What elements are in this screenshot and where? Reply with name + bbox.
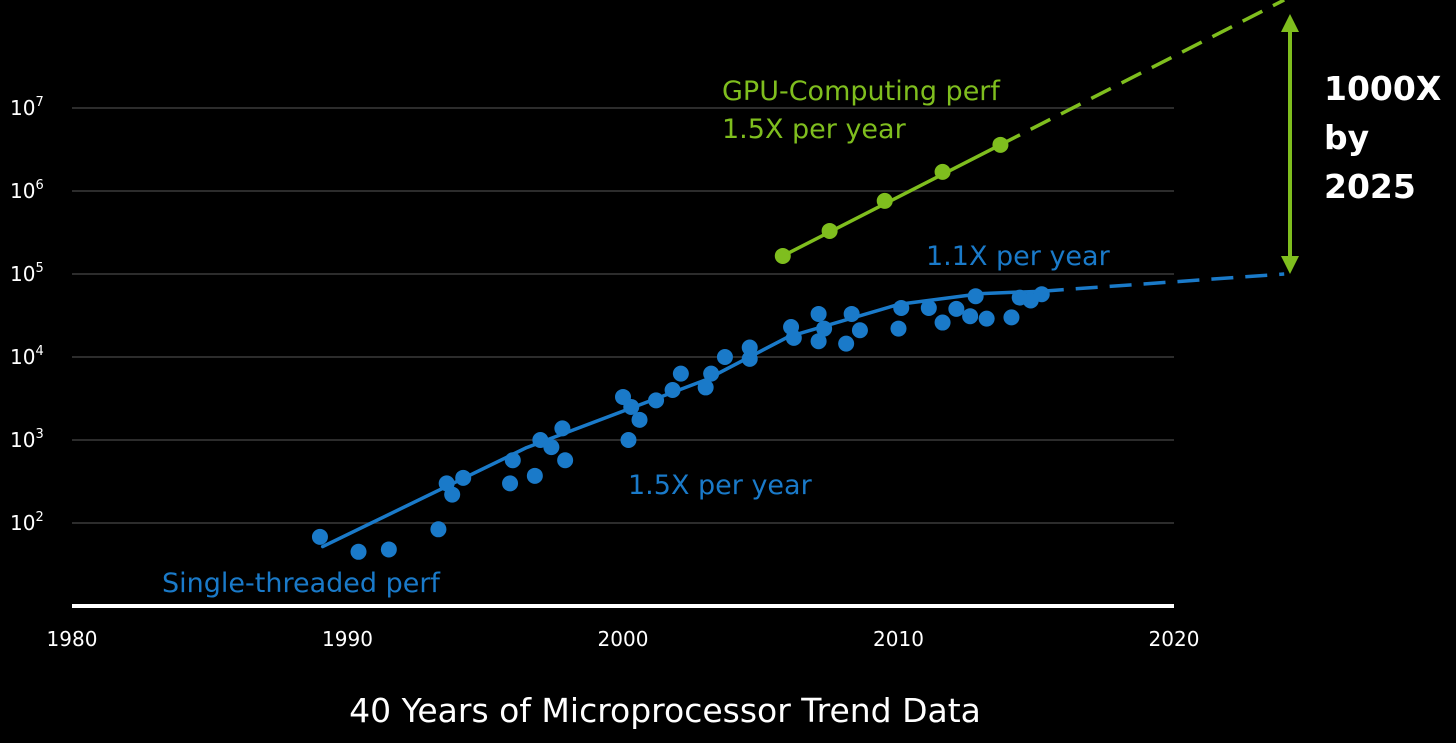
cpu-point-35: [893, 299, 910, 316]
x-tick-labels: 1980 1990 2000 2010 2020: [47, 627, 1200, 651]
cpu-point-0: [311, 528, 328, 545]
x-tick-2000: 2000: [598, 627, 649, 651]
cpu-point-39: [962, 308, 979, 325]
cpu-point-5: [444, 486, 461, 503]
cpu-point-17: [631, 411, 648, 428]
cpu-late-rate-label: 1.1X per year: [926, 241, 1111, 272]
cpu-point-29: [810, 333, 827, 350]
x-tick-2020: 2020: [1149, 627, 1200, 651]
annotation-by: by: [1324, 118, 1369, 157]
cpu-projection-line: [1041, 272, 1285, 293]
y-tick-base: 10: [10, 345, 35, 369]
cpu-point-23: [716, 349, 733, 365]
y-tick-1e3: 103: [10, 427, 44, 452]
cpu-point-21: [697, 379, 714, 396]
cpu-point-36: [920, 299, 937, 316]
gpu-point-0: [774, 247, 791, 264]
gpu-point-1: [821, 222, 838, 239]
cpu-point-8: [504, 452, 521, 469]
cpu-point-22: [703, 365, 720, 382]
cpu-point-7: [502, 475, 519, 492]
y-tick-exponent: 3: [35, 427, 43, 442]
cpu-point-45: [1033, 286, 1050, 303]
cpu-point-25: [741, 350, 758, 367]
cpu-point-11: [543, 439, 560, 456]
cpu-point-28: [810, 305, 827, 322]
cpu-point-6: [455, 469, 472, 486]
y-tick-exponent: 2: [35, 510, 43, 525]
cpu-point-12: [554, 420, 571, 437]
annotation-2025: 2025: [1324, 167, 1416, 206]
cpu-point-20: [672, 365, 689, 382]
cpu-early-rate-label: 1.5X per year: [628, 470, 813, 501]
gap-arrow: [1281, 14, 1299, 274]
gap-arrow-head-bottom: [1281, 256, 1299, 274]
y-tick-base: 10: [10, 96, 35, 120]
gpu-projection-line: [999, 0, 1285, 147]
cpu-point-16: [623, 398, 640, 415]
data-points: [311, 136, 1050, 560]
cpu-point-15: [620, 432, 637, 448]
y-tick-exponent: 5: [35, 261, 43, 276]
chart-title: 40 Years of Microprocessor Trend Data: [349, 691, 981, 730]
cpu-point-31: [838, 335, 855, 352]
cpu-point-19: [664, 382, 681, 399]
cpu-point-9: [526, 467, 543, 484]
cpu-point-2: [380, 541, 397, 558]
cpu-point-34: [890, 320, 907, 337]
cpu-point-42: [1003, 309, 1020, 326]
gpu-series-label: GPU-Computing perf: [722, 76, 1001, 107]
y-tick-base: 10: [10, 428, 35, 452]
y-tick-base: 10: [10, 179, 35, 203]
cpu-point-40: [967, 288, 984, 305]
cpu-point-37: [934, 314, 951, 331]
cpu-point-27: [785, 329, 802, 346]
x-tick-2010: 2010: [873, 627, 924, 651]
y-tick-exponent: 4: [35, 344, 43, 359]
cpu-point-13: [557, 452, 574, 469]
annotation-1000x: 1000X: [1324, 69, 1441, 108]
cpu-point-38: [948, 300, 965, 317]
y-tick-1e6: 106: [10, 178, 44, 203]
y-tick-1e7: 107: [10, 95, 44, 120]
y-tick-exponent: 7: [35, 95, 43, 110]
cpu-point-3: [430, 521, 447, 538]
cpu-point-32: [843, 305, 860, 322]
cpu-point-1: [350, 543, 367, 560]
gap-arrow-head-top: [1281, 14, 1299, 32]
cpu-series-label: Single-threaded perf: [162, 568, 441, 599]
y-tick-1e4: 104: [10, 344, 44, 369]
x-tick-1990: 1990: [322, 627, 373, 651]
y-tick-1e5: 105: [10, 261, 44, 286]
gridlines: [72, 107, 1174, 524]
y-tick-exponent: 6: [35, 178, 43, 193]
gpu-point-2: [876, 192, 893, 209]
cpu-point-41: [978, 310, 995, 327]
cpu-point-24: [741, 339, 758, 356]
cpu-trend-line: [320, 289, 1044, 549]
cpu-point-30: [816, 320, 833, 337]
gpu-point-3: [934, 163, 951, 180]
x-tick-1980: 1980: [47, 627, 98, 651]
y-tick-base: 10: [10, 262, 35, 286]
y-tick-base: 10: [10, 511, 35, 535]
cpu-point-33: [851, 322, 868, 339]
y-tick-1e2: 102: [10, 510, 44, 535]
gpu-rate-label: 1.5X per year: [722, 114, 907, 145]
gpu-point-4: [992, 136, 1009, 153]
cpu-point-18: [648, 392, 665, 409]
